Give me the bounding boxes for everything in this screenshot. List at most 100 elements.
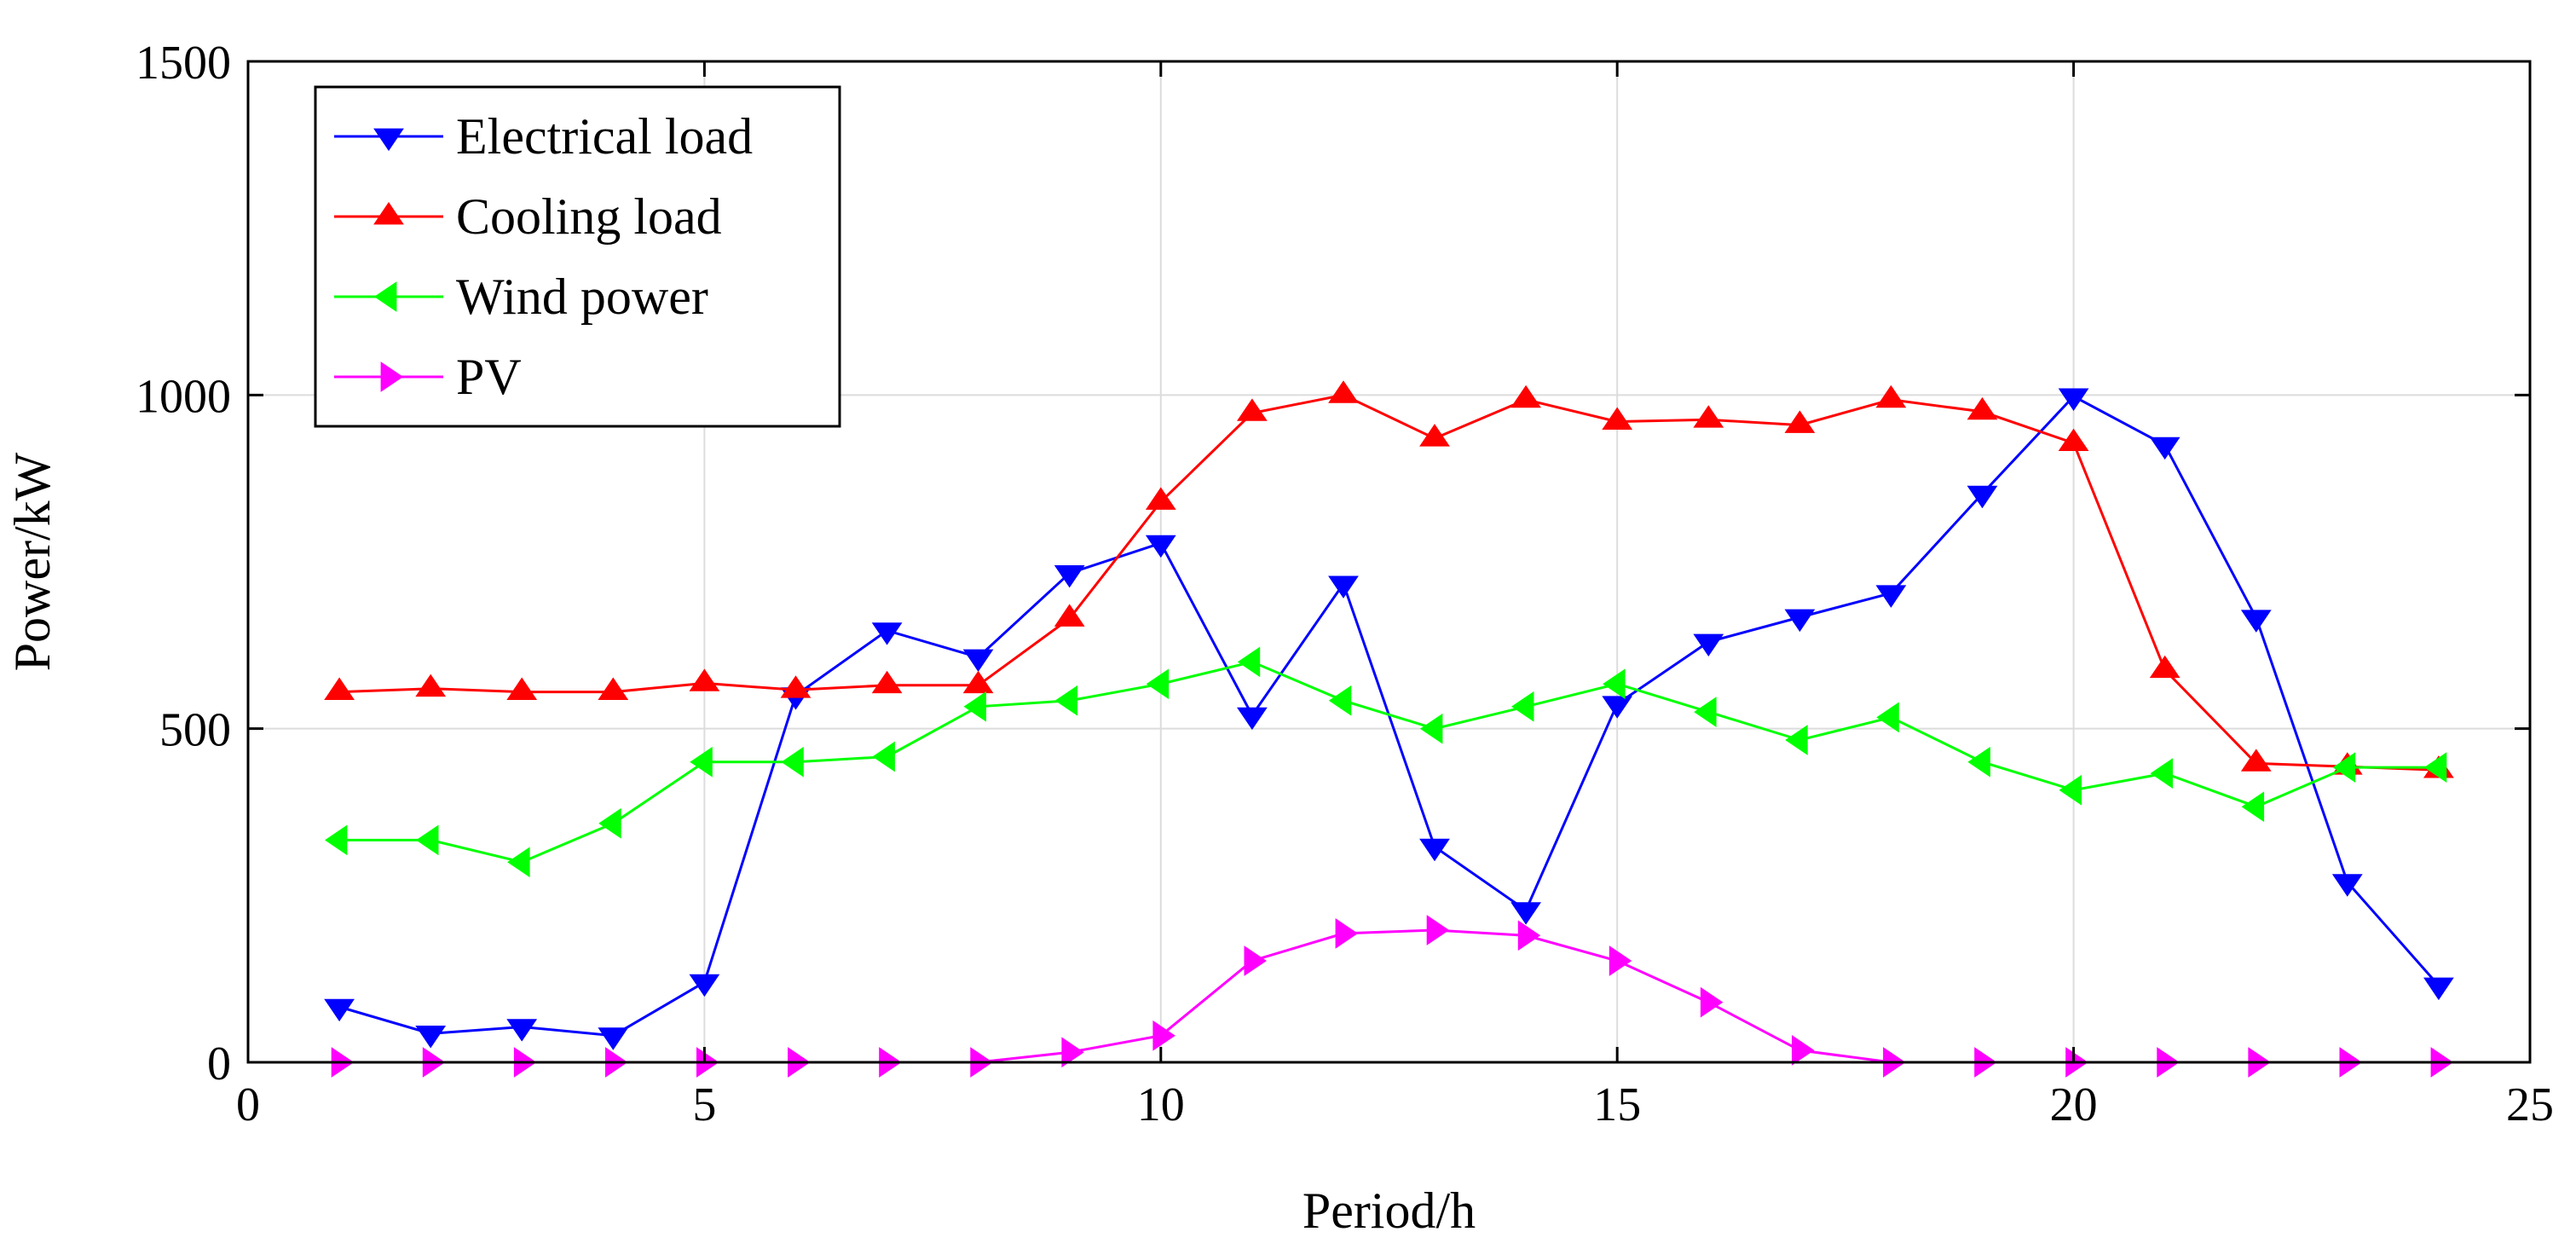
legend-item-cooling-load: Cooling load bbox=[334, 188, 722, 245]
legend-marker-cooling-load bbox=[373, 201, 404, 225]
data-point-cooling-load bbox=[689, 668, 720, 691]
data-point-wind-power bbox=[872, 741, 895, 772]
y-tick-label: 0 bbox=[207, 1038, 231, 1090]
axis-tick-labels: 0 5 10 15 20 25 0 500 1000 1500 bbox=[136, 37, 2554, 1131]
x-tick-label: 20 bbox=[2050, 1078, 2098, 1131]
data-point-electrical-load bbox=[506, 1019, 538, 1042]
data-point-electrical-load bbox=[324, 998, 355, 1022]
data-point-wind-power bbox=[598, 807, 621, 839]
data-point-electrical-load bbox=[598, 1027, 629, 1050]
data-point-pv bbox=[1152, 1020, 1175, 1051]
data-point-electrical-load bbox=[2331, 874, 2363, 897]
data-point-electrical-load bbox=[2423, 977, 2454, 1001]
data-point-cooling-load bbox=[2149, 655, 2180, 679]
x-tick-label: 15 bbox=[1593, 1078, 1641, 1131]
x-tick-label: 10 bbox=[1137, 1078, 1185, 1131]
data-point-electrical-load bbox=[1510, 902, 1541, 925]
data-point-cooling-load bbox=[1054, 604, 1085, 627]
legend: Electrical load Cooling load Wind power PV bbox=[314, 85, 841, 428]
data-point-wind-power bbox=[2423, 752, 2447, 783]
data-point-cooling-load bbox=[1419, 424, 1450, 447]
data-point-electrical-load bbox=[1054, 565, 1085, 588]
data-point-electrical-load bbox=[1784, 609, 1816, 633]
data-point-pv bbox=[1517, 920, 1541, 951]
legend-item-wind-power: Wind power bbox=[334, 269, 708, 325]
data-point-cooling-load bbox=[1328, 380, 1359, 403]
data-point-wind-power bbox=[781, 746, 804, 778]
data-point-electrical-load bbox=[1328, 575, 1359, 598]
x-tick-label: 0 bbox=[236, 1078, 260, 1131]
data-point-cooling-load bbox=[871, 670, 903, 694]
legend-marker-wind-power bbox=[373, 281, 397, 312]
data-point-pv bbox=[1244, 945, 1267, 976]
data-point-cooling-load bbox=[1237, 398, 1268, 421]
data-point-wind-power bbox=[2241, 791, 2265, 823]
axis-ticks bbox=[246, 60, 2532, 1064]
data-point-wind-power bbox=[325, 824, 348, 856]
data-point-wind-power bbox=[1146, 668, 1170, 700]
data-point-wind-power bbox=[2059, 774, 2082, 806]
x-tick-label: 5 bbox=[692, 1078, 716, 1131]
data-point-electrical-load bbox=[1875, 585, 1907, 608]
legend-marker-electrical-load bbox=[373, 128, 404, 152]
data-point-cooling-load bbox=[324, 677, 355, 700]
legend-label-pv: PV bbox=[456, 349, 522, 405]
data-point-wind-power bbox=[1237, 646, 1261, 678]
data-point-wind-power bbox=[1967, 746, 1990, 778]
data-point-cooling-load bbox=[1145, 487, 1176, 510]
data-point-electrical-load bbox=[2058, 388, 2089, 411]
legend-label-cooling-load: Cooling load bbox=[456, 188, 722, 245]
data-point-cooling-load bbox=[1875, 385, 1907, 408]
series-line-cooling-load bbox=[339, 393, 2439, 772]
data-point-wind-power bbox=[1419, 713, 1443, 744]
y-tick-label: 1500 bbox=[136, 37, 231, 90]
data-point-cooling-load bbox=[506, 677, 538, 700]
data-point-cooling-load bbox=[415, 674, 447, 697]
data-point-electrical-load bbox=[1967, 485, 1998, 509]
legend-item-electrical-load: Electrical load bbox=[334, 108, 753, 165]
data-point-wind-power bbox=[1603, 668, 1626, 700]
data-point-cooling-load bbox=[2058, 428, 2089, 451]
x-tick-label: 25 bbox=[2506, 1078, 2554, 1131]
data-point-pv bbox=[1792, 1035, 1815, 1066]
data-point-electrical-load bbox=[2240, 610, 2272, 633]
data-point-electrical-load bbox=[1693, 633, 1724, 656]
data-point-pv bbox=[1700, 986, 1724, 1018]
legend-box bbox=[314, 85, 841, 428]
legend-label-electrical-load: Electrical load bbox=[456, 108, 753, 165]
data-point-wind-power bbox=[1876, 702, 1899, 733]
data-point-cooling-load bbox=[1784, 410, 1816, 433]
data-point-pv bbox=[1061, 1037, 1084, 1068]
data-point-pv bbox=[1426, 915, 1450, 945]
y-axis-label: Power/kW bbox=[4, 452, 61, 671]
data-point-wind-power bbox=[1054, 685, 1078, 716]
legend-item-pv: PV bbox=[334, 349, 522, 405]
data-point-electrical-load bbox=[871, 622, 903, 645]
data-point-electrical-load bbox=[1602, 696, 1633, 719]
data-point-wind-power bbox=[2150, 758, 2173, 789]
plot-area-frame bbox=[246, 60, 2532, 1064]
data-point-wind-power bbox=[1328, 685, 1352, 716]
data-point-electrical-load bbox=[1419, 838, 1450, 862]
data-point-pv bbox=[1335, 918, 1359, 949]
y-tick-label: 1000 bbox=[136, 370, 231, 423]
data-point-wind-power bbox=[2332, 752, 2356, 783]
data-point-cooling-load bbox=[2240, 749, 2272, 772]
data-point-wind-power bbox=[1511, 691, 1534, 722]
data-point-wind-power bbox=[1785, 725, 1808, 755]
data-point-cooling-load bbox=[1510, 385, 1541, 408]
data-point-cooling-load bbox=[780, 675, 811, 698]
data-point-electrical-load bbox=[415, 1026, 447, 1049]
data-point-electrical-load bbox=[2149, 437, 2180, 460]
legend-marker-pv bbox=[380, 361, 404, 392]
data-point-cooling-load bbox=[962, 670, 994, 694]
data-point-cooling-load bbox=[598, 677, 629, 700]
data-point-wind-power bbox=[507, 847, 530, 878]
data-point-electrical-load bbox=[689, 974, 720, 997]
y-tick-label: 500 bbox=[159, 704, 231, 757]
data-point-wind-power bbox=[690, 746, 713, 778]
data-point-cooling-load bbox=[1693, 405, 1724, 428]
data-point-pv bbox=[1609, 945, 1632, 976]
series-wind-power bbox=[325, 646, 2447, 878]
